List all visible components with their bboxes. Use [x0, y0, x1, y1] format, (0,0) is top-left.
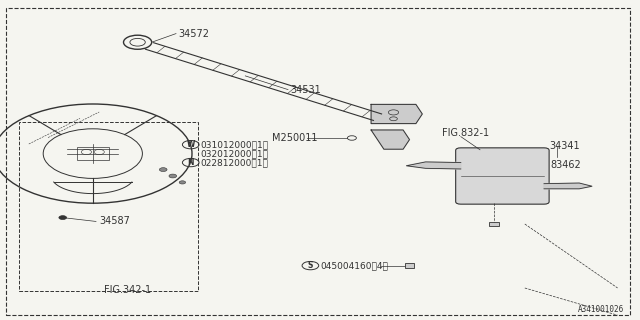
Text: W: W [186, 140, 195, 149]
Text: 34531: 34531 [290, 84, 321, 95]
Text: M250011: M250011 [272, 133, 317, 143]
Text: N: N [188, 158, 194, 167]
Text: 83462: 83462 [550, 160, 581, 170]
Text: FIG.342-1: FIG.342-1 [104, 284, 152, 295]
FancyBboxPatch shape [456, 148, 549, 204]
Bar [19, 122, 198, 291]
Bar [489, 222, 499, 226]
Polygon shape [371, 130, 410, 149]
Circle shape [169, 174, 177, 178]
Polygon shape [544, 183, 592, 189]
Circle shape [179, 181, 186, 184]
Text: 045004160（4）: 045004160（4） [320, 261, 388, 270]
Polygon shape [406, 162, 461, 169]
Polygon shape [371, 104, 422, 124]
Text: 022812000（1）: 022812000（1） [200, 158, 268, 167]
Bar [405, 263, 414, 268]
Text: 032012000（1）: 032012000（1） [200, 149, 268, 158]
Text: S: S [308, 261, 313, 270]
Bar [77, 147, 109, 160]
Text: 031012000（1）: 031012000（1） [200, 140, 268, 149]
Text: 34587: 34587 [99, 216, 130, 227]
Text: 34341: 34341 [549, 140, 580, 151]
Text: A341001026: A341001026 [578, 305, 624, 314]
Text: FIG.832-1: FIG.832-1 [442, 128, 489, 138]
Circle shape [59, 216, 67, 220]
Text: 34572: 34572 [178, 28, 209, 39]
Circle shape [159, 168, 167, 172]
